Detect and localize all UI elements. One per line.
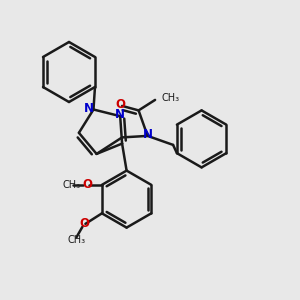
Text: CH₃: CH₃ bbox=[62, 180, 80, 190]
Text: CH₃: CH₃ bbox=[67, 235, 86, 245]
Text: O: O bbox=[116, 98, 126, 111]
Text: O: O bbox=[79, 217, 89, 230]
Text: O: O bbox=[83, 178, 93, 191]
Text: CH₃: CH₃ bbox=[162, 93, 180, 103]
Text: N: N bbox=[83, 101, 93, 115]
Text: N: N bbox=[142, 128, 153, 141]
Text: N: N bbox=[115, 108, 125, 121]
